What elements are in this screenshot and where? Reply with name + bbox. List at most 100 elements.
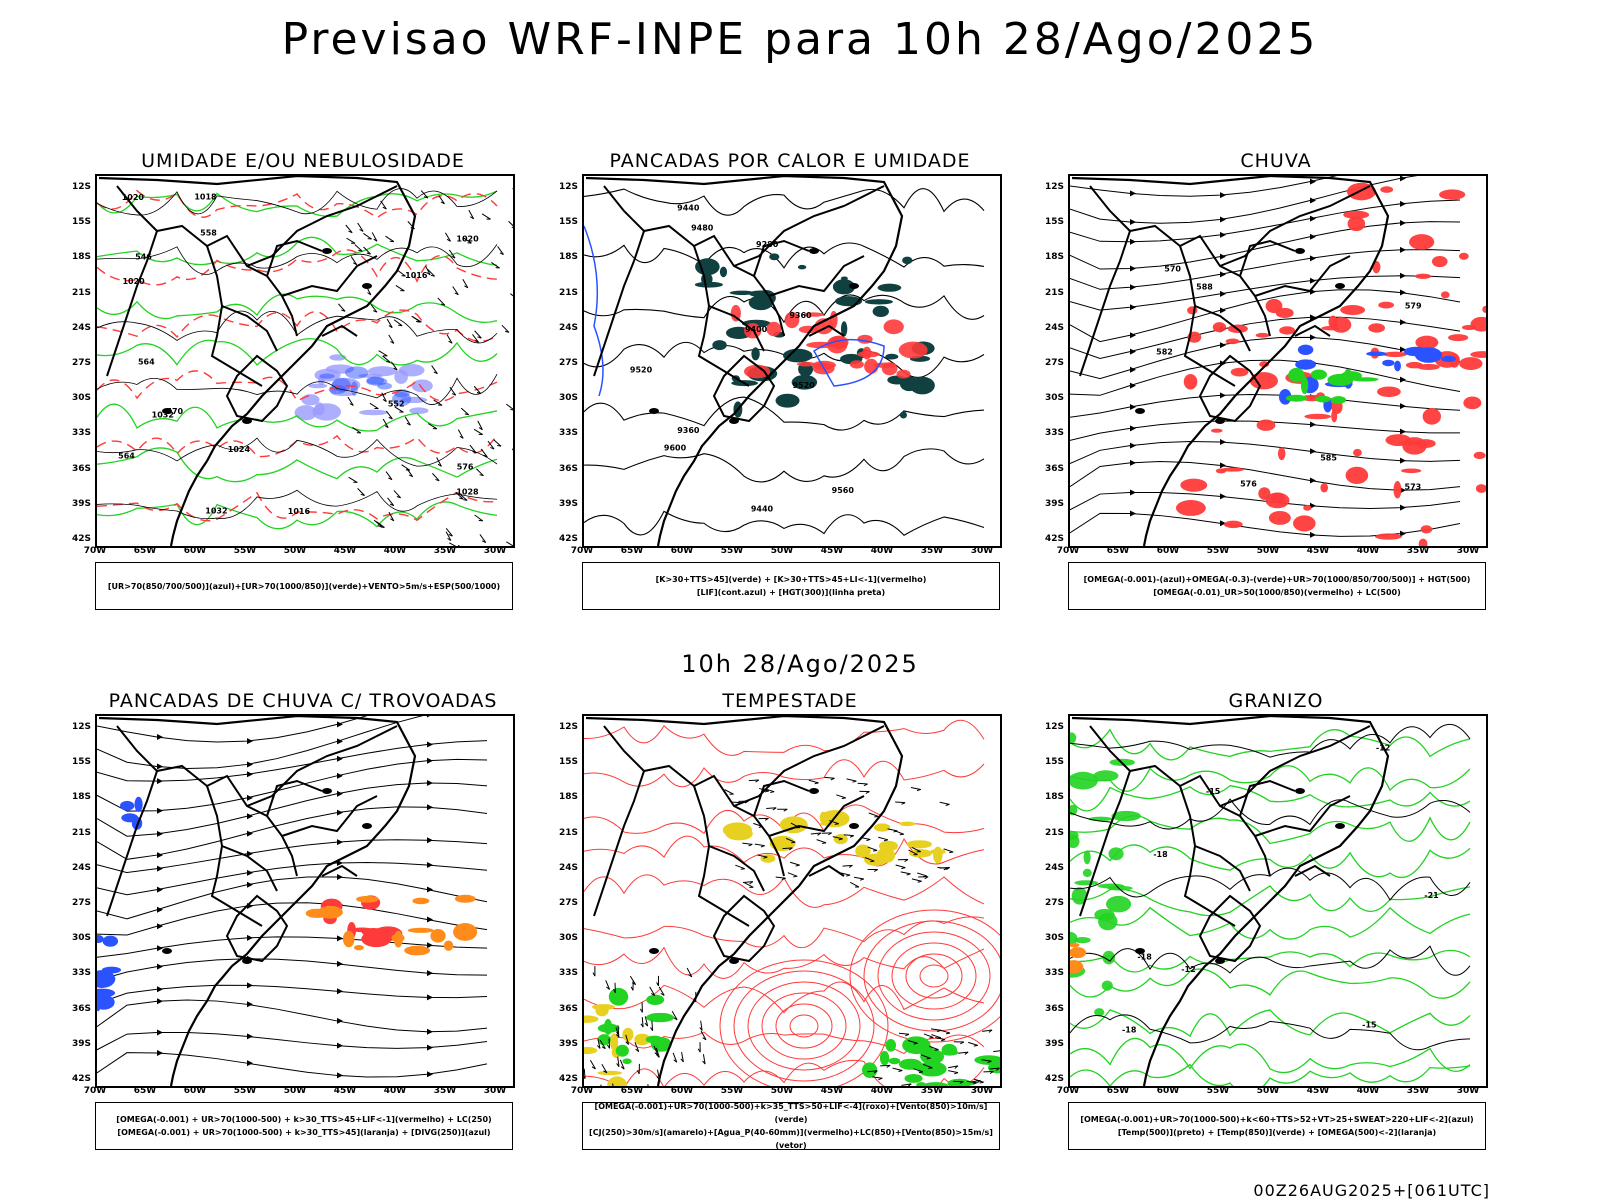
wind-vector [406,468,414,478]
latitude-tick-label: 33S [71,968,91,979]
wind-vector [671,1010,678,1021]
latitude-tick-label: 18S [1044,792,1064,803]
wind-vector [700,1030,707,1041]
contour-line [1070,765,1471,792]
shaded-area [902,1036,931,1055]
wind-vector [853,876,865,881]
streamline-arrow [1130,442,1136,449]
streamline-arrow [157,734,163,741]
shaded-area [1440,291,1450,299]
streamline-arrow [247,934,253,941]
latitude-tick-label: 39S [558,1038,578,1049]
latitude-tick-label: 21S [558,827,578,838]
streamline-arrow [247,771,253,778]
country-border [1254,255,1351,297]
wind-vector [468,209,475,220]
longitude-tick-label: 35W [920,546,944,556]
shaded-area [1297,344,1314,355]
shaded-area [97,991,107,1006]
longitude-tick-label: 70W [570,546,594,556]
lake [1295,248,1305,254]
country-border [106,230,158,377]
streamline-arrow [1310,448,1316,455]
wind-vector [808,779,819,785]
shaded-area [1343,210,1370,219]
contour-line [97,437,498,467]
shaded-area [1070,804,1078,816]
country-border [206,785,263,927]
streamline-arrow [1220,307,1226,314]
country-border [225,894,289,963]
contour-label: 588 [1196,283,1213,292]
longitude-tick-label: 45W [1306,546,1330,556]
streamline-arrow [247,813,253,820]
streamline-arrow [1310,215,1316,222]
streamline [97,876,488,920]
wind-vector [625,1034,630,1045]
streamline-arrow [427,1044,433,1051]
streamline-arrow [1220,493,1226,500]
wind-vector [472,334,479,343]
streamline-arrow [1220,392,1226,399]
shaded-area [1093,770,1119,782]
latitude-tick-label: 39S [1044,498,1064,509]
latitude-tick-label: 27S [558,898,578,908]
streamline-arrow [1130,332,1136,339]
streamline-arrow [337,1042,343,1049]
streamline-arrow [337,839,343,846]
contour-line [1070,723,1471,758]
wind-vector [868,812,879,818]
streamline [1070,359,1461,396]
shaded-area [312,403,341,421]
shaded-area [1070,947,1087,959]
wind-vector [953,1080,964,1084]
latitude-tick-label: 24S [1044,322,1064,333]
longitude-tick-label: 55W [1206,1086,1230,1096]
streamline-arrow [427,970,433,977]
cyclone-contour [849,909,1000,1043]
shaded-area [899,411,907,419]
wind-vector [895,801,906,805]
longitude-tick-label: 65W [1106,1086,1130,1096]
wind-vector [444,232,451,242]
shaded-area [1385,434,1412,447]
shaded-area [319,373,335,379]
latitude-tick-label: 27S [1044,358,1064,368]
wind-vector [338,303,346,312]
streamline-arrow [337,988,343,995]
contour-line [1070,885,1471,917]
wind-vector [446,334,453,344]
wind-vector [385,235,395,243]
wind-vector [748,779,760,783]
contour-line [97,189,498,219]
contour-line [97,293,498,323]
shaded-area [398,364,425,377]
shaded-area [832,279,856,295]
wind-vector [931,1034,941,1039]
panel-legend: [OMEGA(-0.001)+UR>70(1000-500)+k>35_TTS>… [582,1102,1000,1150]
shaded-area [622,1058,632,1065]
shaded-area [1295,359,1316,370]
wind-vector [445,531,452,541]
wind-vector [469,444,477,454]
panel-title: TEMPESTADE [722,690,858,712]
shaded-area [1310,369,1327,380]
longitude-tick-label: 40W [383,1086,407,1096]
country-border [1079,770,1131,917]
contour-label: 564 [118,451,135,460]
shaded-area [1230,367,1249,377]
shaded-area [411,379,433,393]
streamline-arrow [1130,238,1136,245]
country-border [808,324,845,337]
wind-vector [923,1033,934,1039]
streamline-arrow [427,1071,433,1078]
streamline-arrow [427,837,433,844]
wind-vector [983,1071,994,1074]
wind-vector [357,487,365,496]
shaded-area [1285,394,1307,402]
wind-vector [607,1038,611,1049]
wind-vector [599,1039,606,1050]
country-border [206,245,263,387]
wind-vector [511,448,513,451]
cyclone-contour [761,992,847,1060]
